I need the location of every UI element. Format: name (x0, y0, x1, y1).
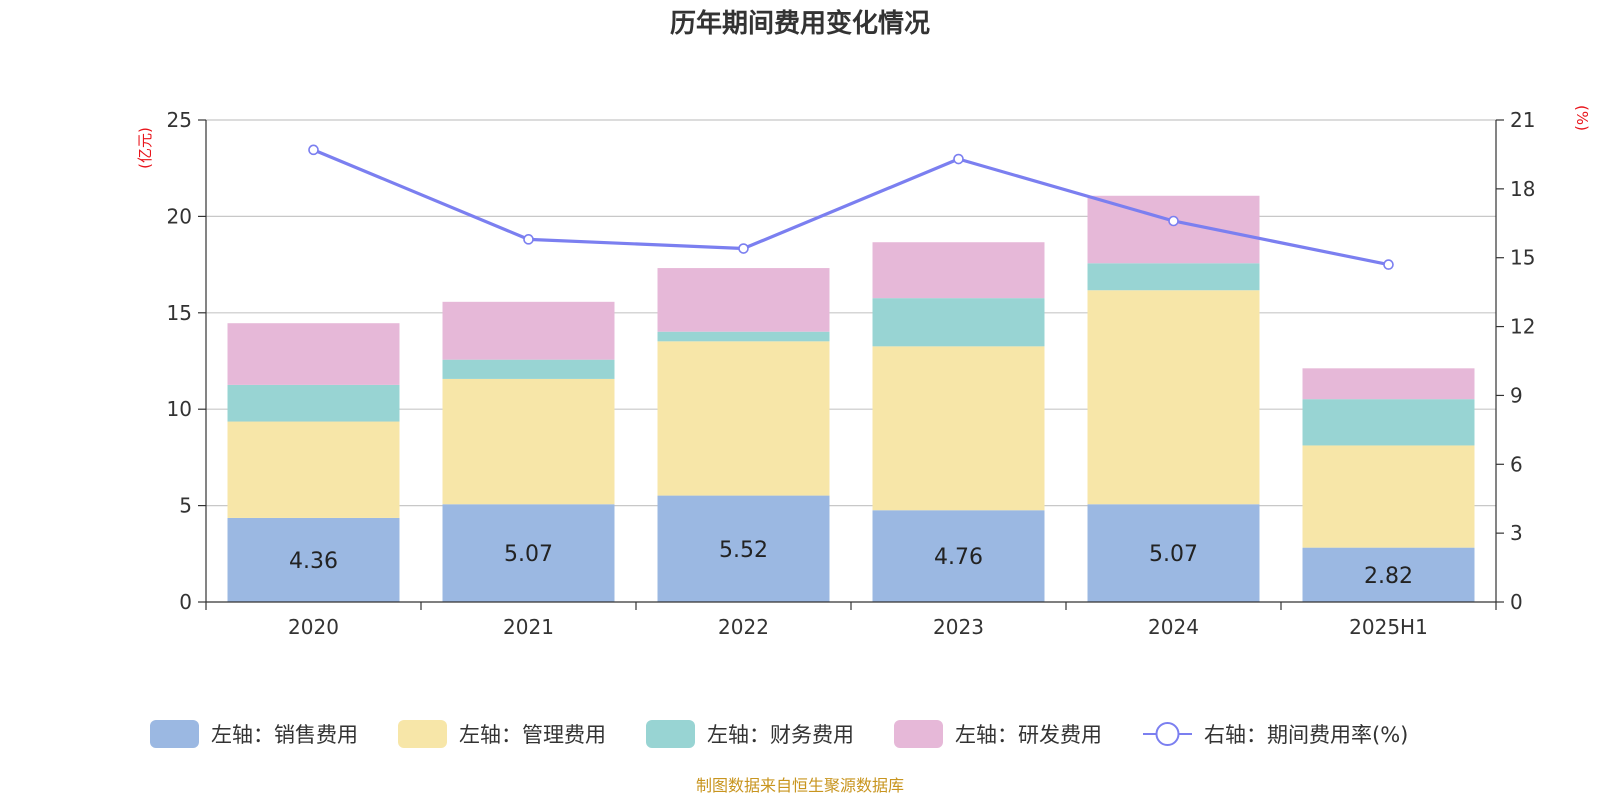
data-labels: 4.36 5.07 5.52 4.76 5.07 2.82 (289, 538, 1413, 589)
x-axis-tick-label: 2025H1 (1349, 615, 1428, 639)
legend-label: 左轴：销售费用 (211, 723, 358, 747)
data-label: 5.52 (719, 538, 768, 563)
legend-marker-swatch (1155, 722, 1180, 746)
data-label: 4.36 (289, 549, 338, 574)
bar-segment (872, 242, 1045, 299)
data-label: 4.76 (934, 545, 983, 570)
legend-label: 左轴：研发费用 (955, 723, 1102, 747)
bar-segment (657, 268, 830, 332)
bar-segment (657, 341, 830, 496)
bar-segment (872, 510, 1045, 602)
rate-point (953, 153, 964, 165)
bar-segment (442, 504, 615, 602)
bar-segment (1087, 195, 1260, 264)
legend-swatch (150, 720, 199, 748)
axes: 0 5 10 15 20 25 0 3 6 9 12 15 18 21 2020 2021 2022 2023 20… (167, 108, 1536, 639)
x-axis-tick-label: 2020 (288, 615, 339, 639)
x-axis-tick-label: 2021 (503, 615, 554, 639)
legend-swatch (894, 720, 943, 748)
rate-point (308, 144, 319, 156)
bar-segment (442, 359, 615, 379)
rate-point (1168, 215, 1179, 227)
legend-swatch (646, 720, 695, 748)
x-axis-tick-label: 2024 (1148, 615, 1199, 639)
data-label: 2.82 (1364, 564, 1413, 589)
bar-segment (1302, 547, 1475, 602)
legend-label: 右轴：期间费用率(%) (1204, 723, 1408, 747)
rate-line (312, 148, 1389, 267)
bar-segment (657, 331, 830, 342)
bar-segment (227, 323, 400, 385)
right-axis-tick-label: 15 (1510, 246, 1535, 270)
bar-series (227, 195, 1475, 602)
legend: 左轴：销售费用 左轴：管理费用 左轴：财务费用 左轴：研发费用 右轴：期间费用率(%) (150, 720, 1408, 748)
legend-label: 左轴：管理费用 (459, 723, 606, 747)
left-axis-tick-label: 0 (179, 590, 192, 614)
left-axis-tick-label: 15 (167, 301, 192, 325)
right-axis-tick-label: 6 (1510, 452, 1523, 476)
left-axis-tick-label: 20 (167, 204, 192, 228)
left-axis-tick-label: 10 (167, 397, 192, 421)
chart-title: 历年期间费用变化情况 (670, 8, 930, 39)
x-axis-tick-label: 2023 (933, 615, 984, 639)
legend-swatch (398, 720, 447, 748)
right-axis-tick-label: 12 (1510, 315, 1535, 339)
bar-segment (872, 346, 1045, 511)
source-note: 制图数据来自恒生聚源数据库 (696, 776, 904, 795)
rate-point (1383, 259, 1394, 270)
bar-segment (227, 517, 400, 602)
right-axis-tick-label: 0 (1510, 590, 1523, 614)
bar-segment (442, 301, 615, 360)
x-axis-tick-label: 2022 (718, 615, 769, 639)
right-axis-tick-label: 3 (1510, 521, 1523, 545)
bar-segment (1302, 445, 1475, 548)
bar-segment (1087, 504, 1260, 602)
left-axis-tick-label: 25 (167, 108, 192, 132)
rate-point (523, 234, 534, 245)
bar-segment (872, 298, 1045, 347)
right-axis-tick-label: 21 (1510, 108, 1535, 132)
rate-point (738, 243, 749, 254)
legend-label: 左轴：财务费用 (707, 723, 854, 747)
right-axis-tick-label: 18 (1510, 177, 1535, 201)
grid-lines (206, 119, 1496, 507)
bar-segment (227, 421, 400, 518)
rate-line-series (308, 144, 1394, 270)
bar-segment (1087, 263, 1260, 291)
left-axis-unit: (亿元) (136, 127, 154, 169)
data-label: 5.07 (504, 542, 553, 567)
bar-segment (1087, 290, 1260, 505)
bar-segment (1302, 399, 1475, 446)
bar-segment (227, 384, 400, 422)
left-axis-tick-label: 5 (179, 494, 192, 518)
data-label: 5.07 (1149, 542, 1198, 567)
bar-segment (1302, 368, 1475, 400)
right-axis-tick-label: 9 (1510, 383, 1523, 407)
bar-segment (657, 495, 830, 602)
right-axis-unit: (%) (1573, 105, 1591, 131)
bar-segment (442, 378, 615, 505)
